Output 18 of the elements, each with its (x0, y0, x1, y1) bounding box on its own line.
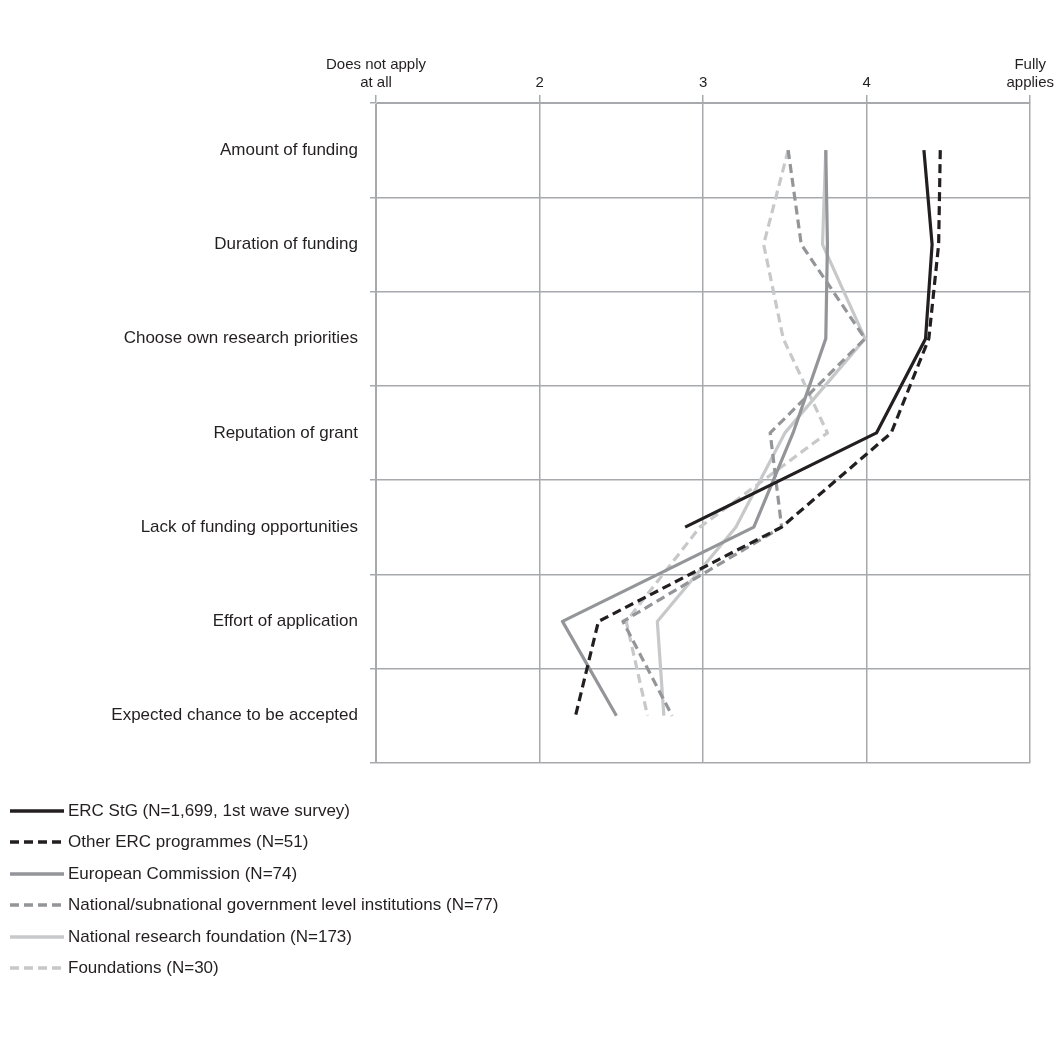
x-tick-label: Does not apply at all (325, 55, 427, 91)
x-tick-label: 3 (698, 73, 708, 91)
x-tick-label: 2 (535, 73, 544, 91)
x-tick-label: Fully applies (1006, 55, 1055, 91)
legend-label: National/subnational government level institutions (N=77) (68, 895, 499, 916)
y-tick-label: Duration of funding (214, 234, 358, 254)
y-tick-label: Expected chance to be accepted (111, 705, 358, 725)
y-tick-label: Lack of funding opportunities (140, 516, 358, 536)
y-tick-label: Reputation of grant (213, 422, 359, 442)
y-tick-label: Choose own research priorities (123, 328, 358, 348)
legend-label: ERC StG (N=1,699, 1st wave survey) (68, 800, 351, 821)
x-tick-label: 4 (862, 73, 871, 91)
y-tick-label: Effort of application (212, 611, 358, 631)
legend-label: Other ERC programmes (N=51) (68, 832, 309, 853)
legend-label: Foundations (N=30) (68, 958, 219, 979)
legend-label: European Commission (N=74) (68, 863, 298, 884)
legend-label: National research foundation (N=173) (68, 926, 352, 947)
y-tick-label: Amount of funding (220, 139, 358, 159)
